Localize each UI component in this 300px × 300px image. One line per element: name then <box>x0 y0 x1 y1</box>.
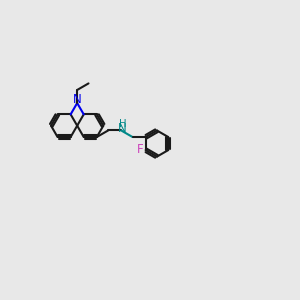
Text: H: H <box>118 119 126 129</box>
Text: F: F <box>137 143 144 156</box>
Text: N: N <box>73 93 82 106</box>
Text: N: N <box>118 122 127 135</box>
